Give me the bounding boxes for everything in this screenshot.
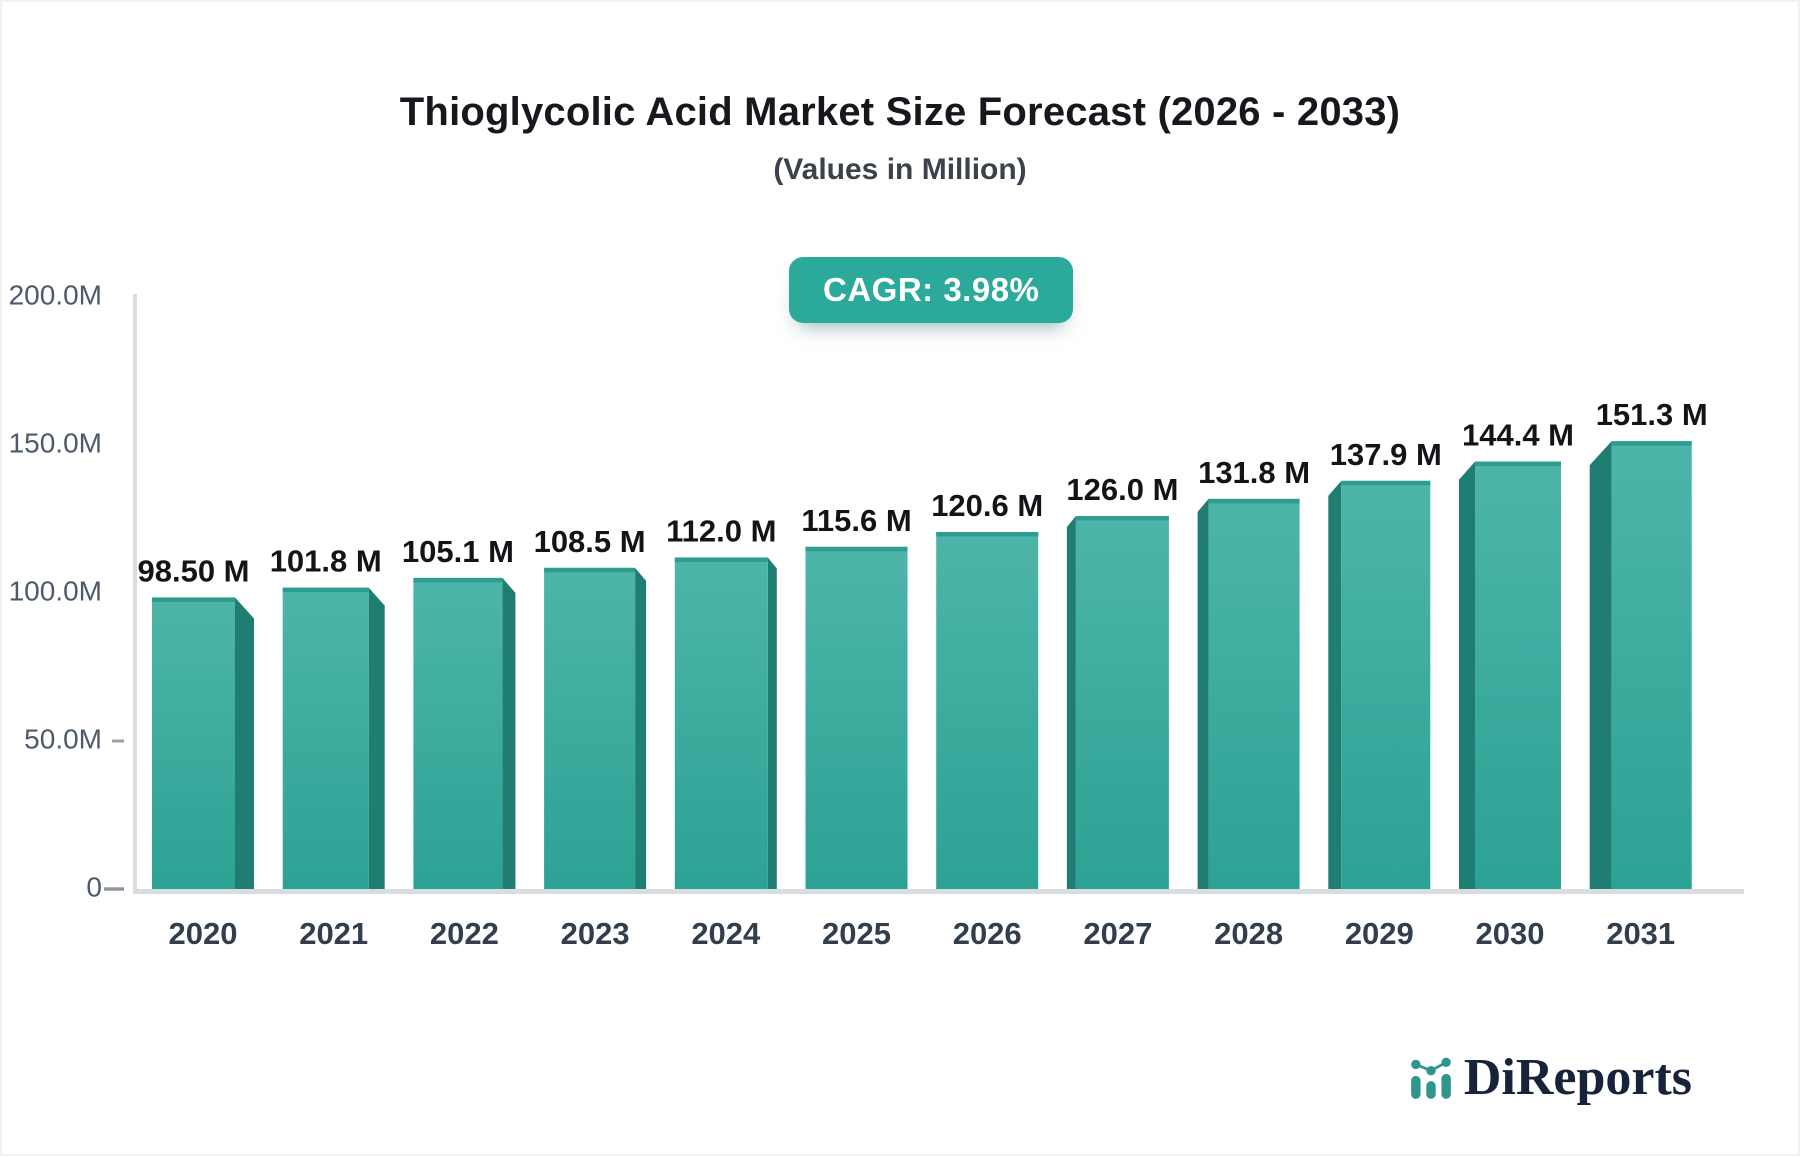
chart-subtitle: (Values in Million)	[773, 153, 1027, 186]
bar-top-edge	[805, 546, 908, 552]
bar	[936, 532, 1039, 889]
y-tick-label: 100.0M	[9, 575, 102, 606]
bar-side-face	[1197, 498, 1209, 889]
bar-value-label: 105.1 M	[402, 534, 514, 569]
bar-side-face	[1066, 516, 1076, 889]
bar-side-face	[368, 587, 385, 889]
y-tick-label: 50.0M	[24, 723, 102, 754]
x-tick-label: 2025	[822, 916, 891, 951]
bar-top-edge	[1475, 461, 1561, 467]
bar-top-edge	[674, 557, 768, 562]
mini-bar-line-chart-icon	[1410, 1057, 1451, 1099]
brand-logo-text: DiReports	[1463, 1049, 1692, 1106]
bar-top-edge	[544, 567, 636, 573]
bar-side-face	[1589, 441, 1612, 889]
bar	[674, 557, 768, 889]
bar-top-edge	[413, 577, 503, 583]
bar-top-edge	[1208, 498, 1300, 504]
bar-side-face	[635, 567, 647, 889]
bar-top-edge	[936, 532, 1039, 537]
bar-top-edge	[1611, 441, 1692, 446]
bar-side-face	[1328, 480, 1342, 889]
bar-value-label: 101.8 M	[270, 544, 382, 579]
bar-side-face	[767, 557, 777, 889]
x-tick-label: 2031	[1606, 916, 1675, 951]
x-tick-label: 2026	[953, 916, 1022, 951]
y-tick-label: 150.0M	[9, 427, 102, 458]
bar-top-edge	[1341, 480, 1431, 486]
bar	[152, 597, 235, 889]
bar-value-label: 144.4 M	[1462, 418, 1574, 453]
bar	[282, 587, 369, 889]
x-tick-label: 2030	[1476, 916, 1545, 951]
y-tick-label: 200.0M	[9, 279, 102, 310]
x-tick-label: 2021	[299, 916, 368, 951]
bar-value-label: 120.6 M	[931, 488, 1043, 523]
x-tick-label: 2022	[430, 916, 499, 951]
bar-value-label: 151.3 M	[1596, 397, 1708, 432]
bar-side-face	[502, 577, 516, 889]
bar-side-face	[1459, 461, 1475, 889]
bar-value-label: 98.50 M	[137, 553, 249, 588]
bar	[805, 546, 908, 889]
bar	[1341, 480, 1431, 889]
x-tick-label: 2020	[169, 916, 238, 951]
cagr-badge: CAGR: 3.98%	[789, 257, 1074, 323]
x-tick-label: 2028	[1214, 916, 1283, 951]
bar-value-label: 115.6 M	[801, 503, 911, 538]
chart-title: Thioglycolic Acid Market Size Forecast (…	[399, 90, 1401, 134]
bar-top-edge	[152, 597, 235, 602]
bar-value-label: 112.0 M	[666, 513, 776, 548]
brand-logo: DiReports	[1408, 1052, 1692, 1104]
bar	[1075, 516, 1169, 889]
x-tick-label: 2024	[691, 916, 761, 951]
bar	[413, 577, 503, 889]
bar	[1611, 441, 1692, 889]
bar	[1208, 498, 1300, 889]
bar-top-edge	[282, 587, 369, 593]
bar-value-label: 108.5 M	[534, 524, 646, 559]
bar-value-label: 137.9 M	[1330, 437, 1442, 472]
y-tick-label: 0	[86, 871, 102, 902]
bar	[544, 567, 636, 889]
bar-value-label: 131.8 M	[1198, 455, 1310, 490]
x-tick-label: 2027	[1083, 916, 1152, 951]
bar-side-face	[235, 597, 254, 889]
chart-header: Thioglycolic Acid Market Size Forecast (…	[2, 90, 1798, 187]
x-tick-label: 2029	[1345, 916, 1414, 951]
x-tick-label: 2023	[561, 916, 630, 951]
bar	[1475, 461, 1561, 889]
bar-value-label: 126.0 M	[1066, 472, 1178, 507]
bar-top-edge	[1075, 516, 1169, 521]
